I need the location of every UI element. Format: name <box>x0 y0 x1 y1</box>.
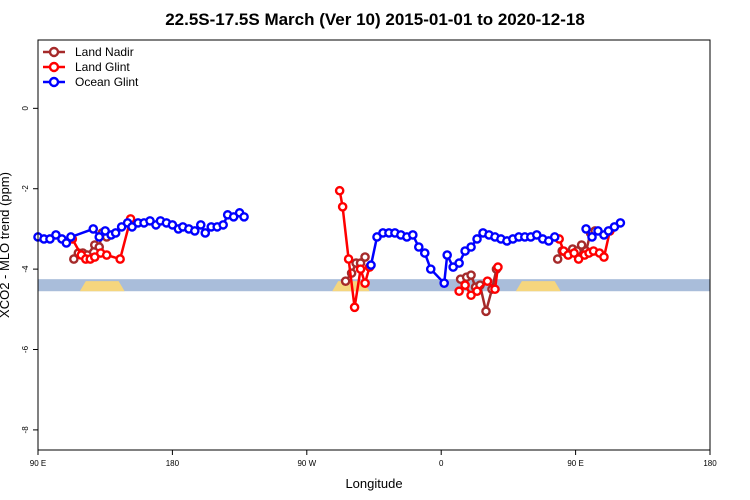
y-tick-label: -6 <box>21 345 30 353</box>
data-point <box>615 218 626 228</box>
data-point <box>88 224 99 234</box>
data-point <box>337 202 348 212</box>
data-point <box>343 254 354 264</box>
data-point <box>239 212 249 222</box>
legend-entry: Land Glint <box>43 60 130 74</box>
chart-title: 22.5S-17.5S March (Ver 10) 2015-01-01 to… <box>165 10 585 29</box>
x-axis-ticks: 90 E 180 90 W 0 90 E 180 <box>30 450 717 468</box>
data-point <box>425 264 436 274</box>
data-point <box>482 276 493 286</box>
data-point <box>115 254 125 264</box>
y-tick-label: -4 <box>21 265 30 273</box>
data-point <box>66 232 76 242</box>
legend-label: Land Nadir <box>75 45 134 59</box>
ocean-band <box>38 279 710 292</box>
surface-band <box>38 279 710 292</box>
data-point <box>493 262 503 272</box>
data-point <box>454 286 464 297</box>
data-point <box>110 228 121 238</box>
data-point <box>549 232 560 242</box>
y-axis-ticks: 0 -2 -4 -6 -8 <box>21 106 38 434</box>
data-point <box>569 248 579 258</box>
series-line <box>72 229 596 312</box>
legend-entry: Ocean Glint <box>43 75 139 89</box>
data-point <box>419 248 430 258</box>
data-point <box>466 270 476 280</box>
data-point <box>454 258 464 268</box>
legend-marker <box>48 61 60 73</box>
land-band-segment <box>515 281 561 292</box>
data-point <box>69 254 79 264</box>
y-tick-label: -8 <box>21 426 30 434</box>
x-tick-label: 90 E <box>30 459 46 468</box>
data-point <box>355 264 366 274</box>
data-point <box>552 254 563 264</box>
data-point <box>576 240 587 250</box>
series-ocean-glint <box>33 208 626 288</box>
data-point <box>490 284 500 295</box>
data-point <box>200 228 211 238</box>
x-tick-label: 90 E <box>567 459 583 468</box>
data-point <box>413 242 424 252</box>
x-tick-label: 90 W <box>297 459 316 468</box>
data-point <box>472 234 482 244</box>
y-axis-label: XCO2 - MLO trend (ppm) <box>0 172 12 318</box>
x-tick-label: 180 <box>703 459 717 468</box>
data-point <box>460 280 470 290</box>
data-point <box>466 242 476 252</box>
series-layer <box>33 185 626 317</box>
land-band-segment <box>79 281 125 292</box>
legend-label: Ocean Glint <box>75 75 139 89</box>
legend-marker <box>48 76 60 88</box>
data-point <box>360 278 370 288</box>
legend-label: Land Glint <box>75 60 130 74</box>
data-point <box>581 224 591 234</box>
data-point <box>218 220 228 230</box>
x-axis-label: Longitude <box>345 476 402 491</box>
data-point <box>599 252 609 262</box>
data-point <box>408 230 418 240</box>
legend-marker <box>48 46 60 58</box>
data-point <box>439 278 449 288</box>
data-point <box>366 260 376 270</box>
data-point <box>472 286 482 297</box>
y-tick-label: -2 <box>21 185 30 193</box>
data-point <box>101 250 112 260</box>
data-point <box>195 220 206 230</box>
data-point <box>189 226 200 236</box>
plot-frame <box>37 39 711 451</box>
data-point <box>340 276 351 286</box>
data-point <box>442 250 452 260</box>
data-point <box>349 302 360 313</box>
data-point <box>587 232 597 242</box>
x-tick-label: 180 <box>166 459 180 468</box>
data-point <box>334 185 345 196</box>
data-point <box>360 252 370 262</box>
series-land-glint <box>67 185 615 313</box>
data-point <box>481 306 491 317</box>
x-tick-label: 0 <box>439 459 444 468</box>
data-point <box>61 238 72 248</box>
legend-entry: Land Nadir <box>43 45 134 59</box>
data-point <box>94 232 105 242</box>
y-tick-label: 0 <box>21 106 30 111</box>
